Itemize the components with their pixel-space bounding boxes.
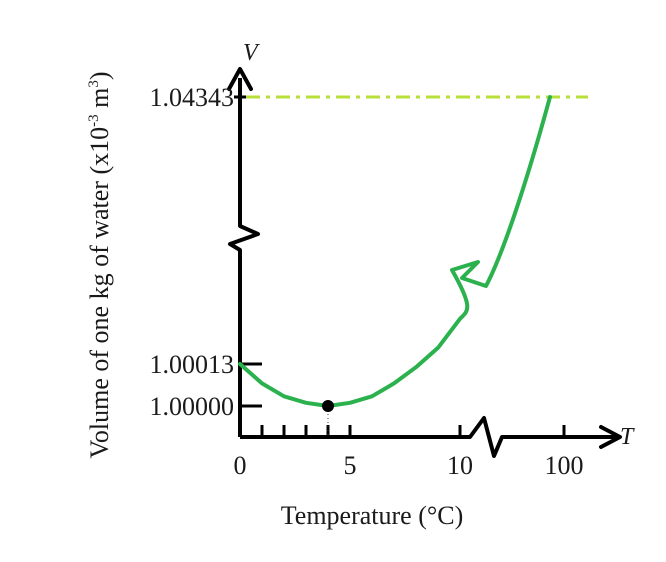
- x-tick-label-100: 100: [545, 451, 584, 480]
- y-axis-title-unit: m: [85, 88, 114, 115]
- x-axis-title: Temperature (°C): [281, 501, 464, 530]
- y-axis-title-main: Volume of one kg of water (x10: [85, 127, 114, 459]
- x-axis-arrowhead: [599, 425, 622, 449]
- svg-text:Volume of one kg of water (x10: Volume of one kg of water (x10-3 m3): [85, 71, 114, 458]
- y-axis-line: [228, 78, 260, 437]
- x-tick-label-0: 0: [234, 451, 247, 480]
- y-axis-symbol: V: [243, 40, 260, 66]
- y-axis-arrowhead: [227, 67, 253, 91]
- minimum-point-marker: [322, 400, 334, 412]
- y-tick-label-1-00013: 1.00013: [150, 350, 235, 379]
- y-tick-label-1-04343: 1.04343: [150, 83, 235, 112]
- series-line: [238, 95, 552, 408]
- y-tick-label-1-00000: 1.00000: [150, 392, 235, 421]
- x-tick-label-5: 5: [344, 451, 357, 480]
- y-axis-title: Volume of one kg of water (x10-3 m3): [85, 71, 114, 458]
- x-axis-line: [240, 416, 616, 458]
- y-axis-title-exponent: -3: [86, 114, 102, 127]
- y-axis-title-close: ): [85, 71, 114, 80]
- y-axis-title-unit-exponent: 3: [86, 80, 102, 88]
- x-tick-label-10: 10: [447, 451, 473, 480]
- x-axis-symbol: T: [620, 424, 635, 450]
